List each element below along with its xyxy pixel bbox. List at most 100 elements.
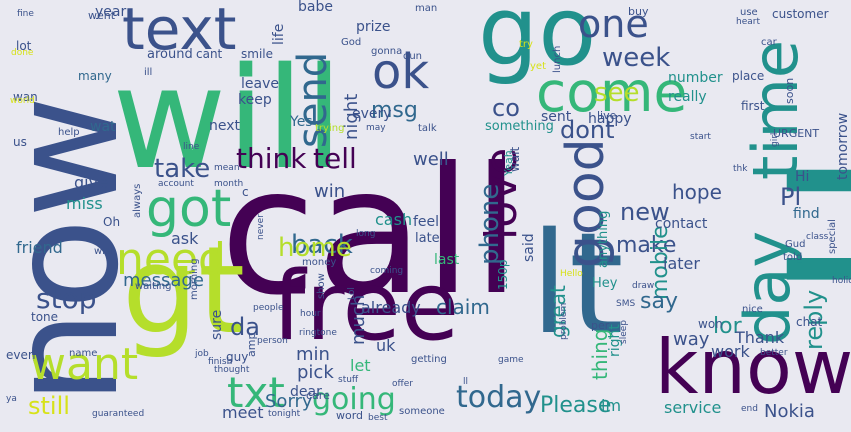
word-around: around — [147, 47, 193, 62]
word-nice: nice — [742, 304, 763, 315]
word-da: da — [230, 313, 260, 341]
word-work: work — [711, 342, 750, 361]
word-think: think — [236, 142, 307, 175]
word-win: win — [314, 181, 346, 202]
word-try: try — [519, 39, 533, 50]
word-already: already — [361, 298, 421, 317]
word-wan: wan — [13, 90, 38, 104]
word-account: account — [158, 179, 194, 189]
word-ringtone: ringtone — [299, 328, 337, 338]
word-way: way — [673, 329, 710, 350]
word-150p: 150p — [496, 259, 510, 290]
word-ya: ya — [6, 394, 17, 404]
word-last: last — [434, 252, 460, 268]
word-line: line — [183, 142, 200, 152]
word-soon: soon — [783, 77, 796, 104]
word-may: may — [366, 123, 386, 133]
word-tone: tone — [31, 310, 59, 324]
word-class: class — [806, 232, 829, 242]
word-Yes: Yes — [290, 114, 313, 130]
word-sure: sure — [209, 309, 225, 340]
word-one: one — [578, 2, 649, 46]
word-Pl: Pl — [780, 183, 802, 211]
word-car: car — [761, 37, 777, 48]
word-next: next — [209, 118, 241, 134]
word-later: later — [663, 254, 700, 273]
word-cant: cant — [196, 47, 223, 61]
word-home: home — [278, 233, 352, 263]
word-help: help — [58, 127, 80, 138]
word-Nokia: Nokia — [764, 401, 815, 422]
word-lot: lot — [16, 39, 32, 53]
word-always: always — [132, 183, 143, 218]
word-claim: claim — [436, 295, 490, 319]
word-life: life — [271, 23, 287, 45]
word-anything: anything — [596, 210, 611, 268]
word-miss: miss — [66, 194, 103, 213]
word-getting: getting — [411, 354, 447, 365]
word-prize: prize — [356, 19, 391, 35]
word-c: c — [242, 185, 249, 199]
word-really: really — [668, 89, 707, 105]
word-thought: thought — [214, 365, 250, 375]
word-min: min — [296, 344, 330, 365]
word-buy: buy — [628, 5, 649, 18]
word-friend: friend — [16, 238, 63, 257]
word-make: make — [616, 233, 677, 258]
word-still: still — [28, 392, 70, 420]
word-leave: leave — [241, 76, 279, 92]
word-people: people — [253, 303, 284, 313]
word-Lol: Lol — [347, 287, 357, 300]
word-smile: smile — [241, 47, 273, 61]
word-week: week — [602, 43, 671, 73]
word-better: better — [760, 348, 788, 358]
word-said: said — [521, 233, 537, 262]
word-morning: morning — [189, 258, 200, 300]
word-holiday: holiday — [832, 276, 851, 286]
word-chat: chat — [796, 315, 823, 329]
word-went: went — [88, 9, 116, 22]
word-gonna: gonna — [371, 46, 403, 57]
word-keep: keep — [238, 92, 272, 108]
word-year: year — [95, 4, 127, 20]
word-us: us — [13, 135, 27, 149]
word-game: game — [498, 355, 524, 365]
word-special: special — [827, 219, 838, 254]
word-show: show — [316, 273, 327, 299]
word-ll: ll — [463, 377, 469, 387]
word-babe: babe — [298, 0, 333, 15]
word-draw: draw — [632, 281, 655, 291]
word-yet: yet — [530, 61, 546, 72]
word-told: told — [783, 252, 803, 263]
word-end: end — [741, 404, 758, 414]
word-sent: sent — [541, 109, 572, 125]
word-feel: feel — [413, 214, 440, 230]
word-person: person — [257, 336, 288, 346]
word-contact: contact — [655, 216, 708, 232]
word-Thank: Thank — [735, 328, 785, 347]
word-need: need — [116, 234, 226, 285]
word-back: back — [291, 230, 353, 260]
word-man: man — [415, 3, 438, 14]
word-service: service — [664, 398, 722, 417]
word-sleep: sleep — [619, 320, 629, 344]
word-something: something — [485, 119, 554, 134]
word-finish: finish — [208, 357, 233, 367]
word-month: month — [214, 179, 244, 189]
word-well: well — [413, 149, 449, 170]
word-msg: msg — [371, 98, 418, 123]
word-im: im — [601, 396, 622, 415]
word-first: first — [741, 99, 765, 113]
word-today: today — [456, 380, 542, 415]
word-per: per — [591, 319, 610, 332]
word-care: care — [306, 389, 330, 402]
word-guy: guy — [226, 350, 249, 364]
word-Hello: Hello — [560, 269, 583, 279]
word-dear: dear — [290, 384, 322, 400]
word-stop: stop — [36, 282, 97, 315]
word-stuff: stuff — [338, 375, 359, 385]
word-cash: cash — [375, 210, 413, 229]
word-meet: meet — [222, 403, 264, 422]
word-know: know — [655, 323, 851, 411]
word-co: co — [492, 94, 520, 122]
